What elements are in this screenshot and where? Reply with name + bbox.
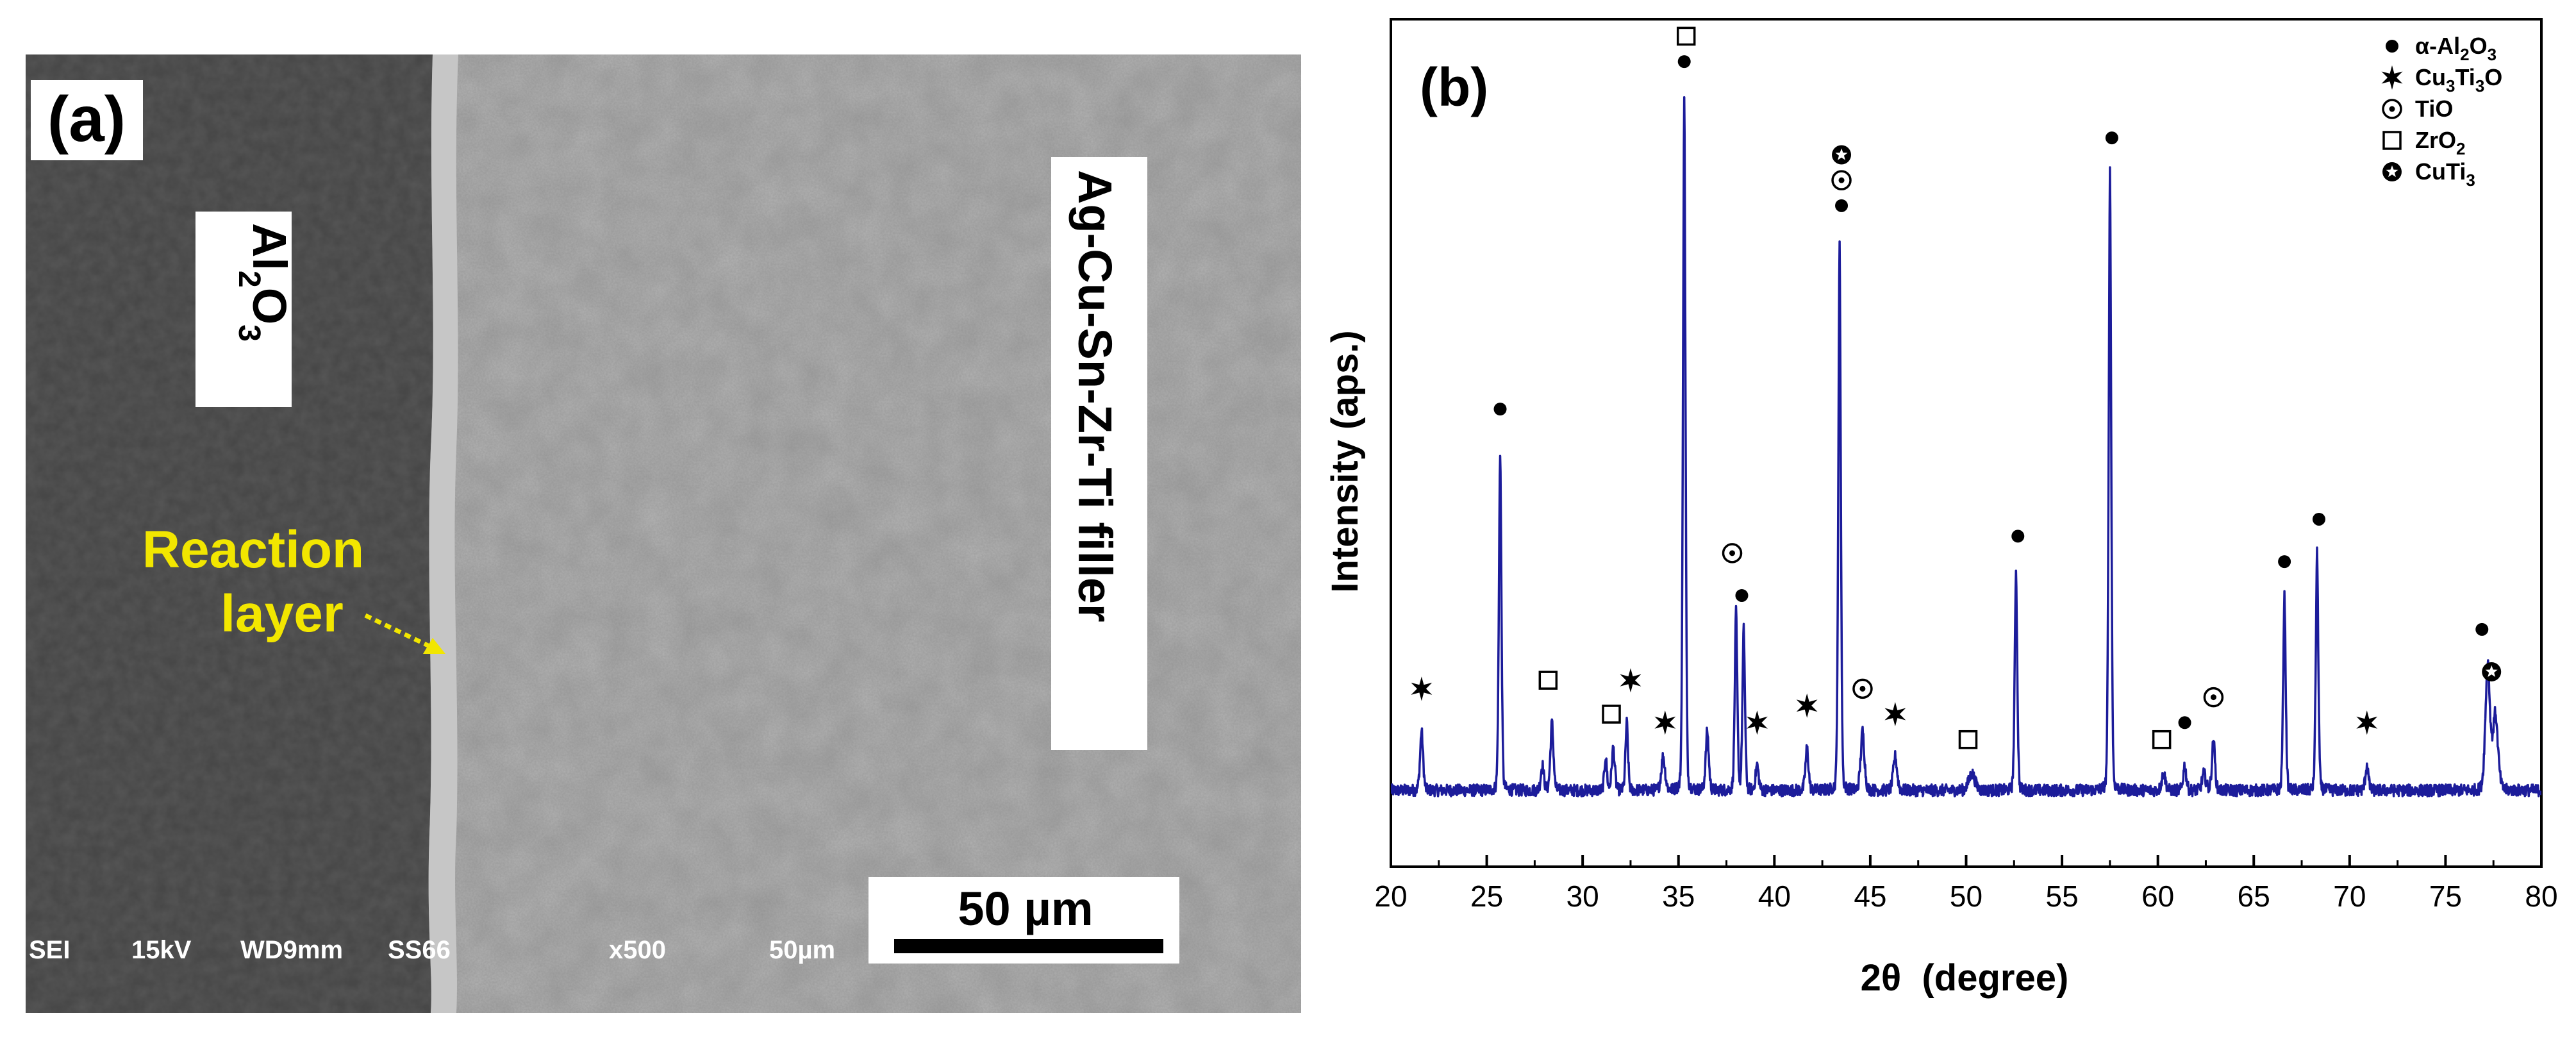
svg-text:Ag-Cu-Sn-Zr-Ti filler: Ag-Cu-Sn-Zr-Ti filler [1068, 170, 1122, 622]
marker-filled-circle [2178, 716, 2191, 730]
marker-filled-circle [1835, 199, 1849, 212]
x-tick-label: 60 [2141, 880, 2174, 913]
reaction-label-line1: Reaction [142, 521, 364, 579]
reaction-arrow [364, 613, 445, 654]
info-mode: SEI [29, 936, 70, 964]
legend-label-4: CuTi3 [2415, 158, 2475, 190]
sem-info-bar: SEI 15kV WD9mm SS66 x500 50µm [29, 936, 835, 964]
legend-label-2: TiO [2415, 96, 2453, 122]
marker-filled-circle [1493, 403, 1507, 416]
legend-symbol-circled-dot [2382, 99, 2402, 119]
x-tick-label: 45 [1854, 880, 1886, 913]
info-scale: 50µm [769, 936, 835, 964]
scale-bar: 50 µm [868, 877, 1179, 964]
x-tick-label: 35 [1662, 880, 1695, 913]
marker-filled-circle [2278, 555, 2291, 569]
marker-filled-circle [1677, 55, 1691, 69]
plot-frame [1390, 18, 2543, 868]
marker-circled-dot [1831, 170, 1852, 190]
svg-text:Al2O3: Al2O3 [232, 223, 296, 342]
marker-star-six [1620, 668, 1641, 693]
marker-open-square [1538, 671, 1558, 690]
marker-filled-circle [2312, 512, 2325, 526]
marker-star-six [1411, 676, 1433, 701]
phase-markers [1411, 26, 2502, 749]
marker-star-six [1654, 710, 1676, 735]
y-axis-label: Intensity (aps.) [1324, 330, 1366, 592]
filler-label: Ag-Cu-Sn-Zr-Ti filler [1051, 157, 1147, 750]
marker-circled-dot [2203, 687, 2224, 708]
info-mag: x500 [609, 936, 666, 964]
marker-star-six [1796, 693, 1818, 718]
x-tick-label: 55 [2045, 880, 2078, 913]
marker-filled-circle [1735, 588, 1749, 602]
marker-circled-star [2482, 662, 2502, 681]
marker-circled-dot [1852, 678, 1873, 699]
legend-symbol-open-square [2382, 131, 2402, 150]
reaction-label-line2: layer [220, 585, 344, 643]
xrd-chart: 20 25 30 35 40 45 50 55 60 65 70 75 80 2θ (degree) I… [1324, 18, 2558, 999]
marker-filled-circle [2475, 622, 2489, 636]
x-tick-label: 20 [1374, 880, 1407, 913]
info-ss: SS66 [388, 936, 451, 964]
legend-symbol-star-six [2381, 65, 2403, 90]
marker-open-square [1602, 705, 1621, 724]
marker-open-square [1958, 730, 1978, 749]
marker-circled-star [1832, 145, 1852, 165]
legend-label-3: ZrO2 [2415, 127, 2465, 158]
legend-symbol-circled-star [2382, 162, 2402, 181]
marker-star-six [1747, 710, 1768, 735]
legend-symbol-filled-circle [2386, 40, 2398, 53]
x-tick-label: 30 [1566, 880, 1599, 913]
x-tick-label: 25 [1470, 880, 1503, 913]
marker-circled-dot [1722, 543, 1743, 563]
x-axis-label: 2θ (degree) [1861, 957, 2069, 999]
marker-filled-circle [2011, 530, 2025, 543]
marker-star-six [2356, 710, 2378, 735]
panel-b-label: (b) [1420, 57, 1488, 117]
marker-open-square [1676, 26, 1696, 46]
panel-a-label-box [31, 80, 143, 160]
info-wd: WD9mm [240, 936, 343, 964]
marker-filled-circle [2105, 131, 2118, 145]
x-tick-label: 80 [2525, 880, 2557, 913]
al2o3-label: Al2O3 [195, 212, 296, 407]
x-tick-label: 70 [2333, 880, 2366, 913]
x-tick-label: 50 [1950, 880, 1982, 913]
scale-bar-label: 50 µm [958, 882, 1093, 935]
marker-star-six [1884, 702, 1906, 726]
legend-label-0: α-Al2O3 [2415, 33, 2497, 64]
x-tick-label: 75 [2429, 880, 2462, 913]
x-axis: 20 25 30 35 40 45 50 55 60 65 70 75 80 [1374, 855, 2558, 913]
reaction-layer [428, 54, 458, 1013]
panel-a-label: (a) [47, 83, 126, 155]
series-xrd-pattern [1391, 96, 2541, 797]
legend-label-1: Cu3Ti3O [2415, 64, 2502, 96]
info-voltage: 15kV [131, 936, 192, 964]
x-tick-label: 40 [1758, 880, 1791, 913]
marker-open-square [2152, 730, 2172, 749]
x-tick-label: 65 [2238, 880, 2270, 913]
